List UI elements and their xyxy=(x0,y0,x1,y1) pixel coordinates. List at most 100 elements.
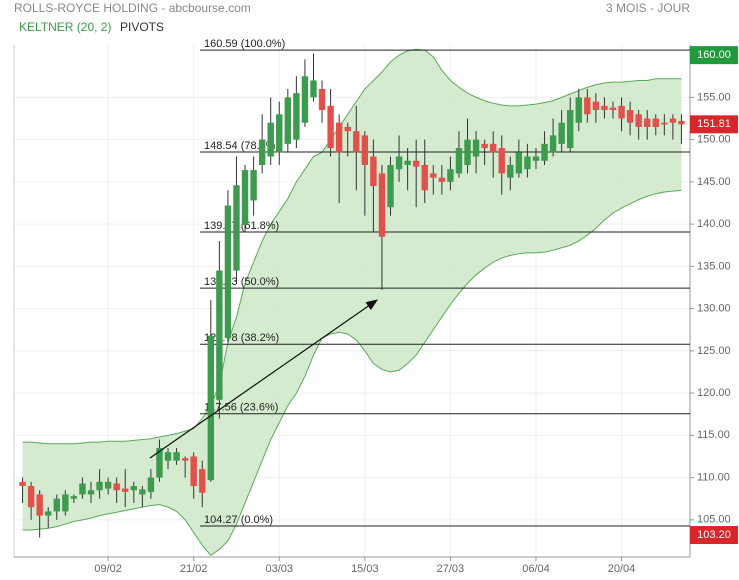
candle-body xyxy=(489,143,497,153)
x-tick-label: 03/03 xyxy=(266,563,294,575)
candle-body xyxy=(464,139,471,165)
candle-body xyxy=(601,105,608,111)
candle-body xyxy=(404,160,411,165)
y-tick-label: 120.00 xyxy=(697,387,731,399)
y-tick-label: 115.00 xyxy=(697,429,730,441)
candle-body xyxy=(609,107,617,111)
price-tag-label: 151.81 xyxy=(697,118,731,130)
candle-body xyxy=(472,139,480,157)
x-tick-label: 09/02 xyxy=(94,563,122,575)
candle-body xyxy=(412,160,420,167)
candle-body xyxy=(353,131,360,153)
candle-body xyxy=(27,486,35,508)
candle-body xyxy=(661,122,668,125)
candle-body xyxy=(318,88,326,111)
band-fill xyxy=(22,49,682,556)
candle-body xyxy=(293,93,300,140)
y-tick-label: 110.00 xyxy=(697,471,730,483)
candle-body xyxy=(258,139,266,165)
annotation-arrow xyxy=(149,299,378,459)
candle-body xyxy=(438,177,446,182)
candle-body xyxy=(87,490,95,495)
candle-body xyxy=(139,489,146,495)
candle-body xyxy=(626,110,634,123)
price-tag xyxy=(690,46,738,65)
candle-body xyxy=(524,156,531,170)
candle-body xyxy=(241,170,249,225)
candle-body xyxy=(199,469,206,493)
candle-body xyxy=(455,148,463,174)
candle-body xyxy=(635,114,642,127)
candle-body xyxy=(216,270,223,400)
y-tick-label: 130.00 xyxy=(697,303,731,315)
y-tick-label: 145.00 xyxy=(697,176,731,188)
candle-body xyxy=(387,164,394,208)
fib-label: 125.78 (38.2%) xyxy=(204,332,279,344)
fib-label: 132.43 (50.0%) xyxy=(204,276,279,288)
price-tag xyxy=(690,526,738,545)
candle-body xyxy=(130,486,137,491)
candle-body xyxy=(370,156,377,187)
candle-body xyxy=(344,126,351,132)
fib-label: 139.07 (61.8%) xyxy=(204,220,279,232)
candle-body xyxy=(122,488,129,492)
candle-body xyxy=(233,185,240,271)
candle-body xyxy=(45,511,52,516)
candle-body xyxy=(284,97,292,144)
candle-body xyxy=(53,498,60,512)
candle-body xyxy=(190,456,197,487)
x-tick-label: 20/04 xyxy=(608,563,636,575)
candle-body xyxy=(156,448,163,478)
candle-body xyxy=(515,152,523,174)
legend-pivots: PIVOTS xyxy=(120,20,164,34)
price-tag xyxy=(690,115,738,134)
legend-keltner: KELTNER (20, 2) xyxy=(19,20,111,34)
x-tick-label: 06/04 xyxy=(522,563,550,575)
candle-body xyxy=(558,122,565,144)
price-tag-label: 103.20 xyxy=(697,529,731,541)
candle-body xyxy=(584,97,591,115)
candle-body xyxy=(498,148,505,174)
candle-body xyxy=(652,118,659,127)
band-upper xyxy=(22,48,682,445)
fib-label: 104.27 (0.0%) xyxy=(204,514,273,526)
candle-body xyxy=(147,477,155,492)
candle-body xyxy=(507,164,514,178)
y-tick-label: 135.00 xyxy=(697,260,731,272)
candle-body xyxy=(669,118,677,123)
candle-body xyxy=(395,156,403,170)
band-lower xyxy=(22,189,682,556)
candle-body xyxy=(532,156,540,161)
candle-body xyxy=(173,452,180,461)
candle-body xyxy=(250,170,257,201)
y-tick-label: 150.00 xyxy=(697,134,731,146)
candle-body xyxy=(164,452,172,461)
candle-body xyxy=(301,76,309,123)
candle-body xyxy=(181,458,189,461)
chart-title: ROLLS-ROYCE HOLDING - abcbourse.com xyxy=(14,1,251,15)
candle-body xyxy=(575,97,582,123)
candle-body xyxy=(447,169,454,182)
candle-body xyxy=(421,164,428,191)
y-tick-label: 155.00 xyxy=(697,91,731,103)
price-tag-label: 160.00 xyxy=(697,49,731,61)
candle-body xyxy=(541,143,548,161)
candle-body xyxy=(592,101,600,111)
candle-body xyxy=(567,110,574,149)
candle-body xyxy=(267,122,274,157)
x-tick-label: 27/03 xyxy=(437,563,465,575)
candle-body xyxy=(335,122,343,153)
candle-body xyxy=(36,494,43,516)
candle-body xyxy=(104,481,112,489)
candle-body xyxy=(430,173,437,178)
x-tick-label: 21/02 xyxy=(180,563,208,575)
candle-body xyxy=(310,80,317,98)
candle-body xyxy=(96,481,103,491)
period: 3 MOIS - JOUR xyxy=(606,1,690,15)
candle-body xyxy=(361,135,369,165)
y-tick-label: 140.00 xyxy=(697,218,731,230)
y-tick-label: 105.00 xyxy=(697,514,731,526)
candle-body xyxy=(481,143,488,149)
fib-label: 117.56 (23.6%) xyxy=(204,402,278,414)
